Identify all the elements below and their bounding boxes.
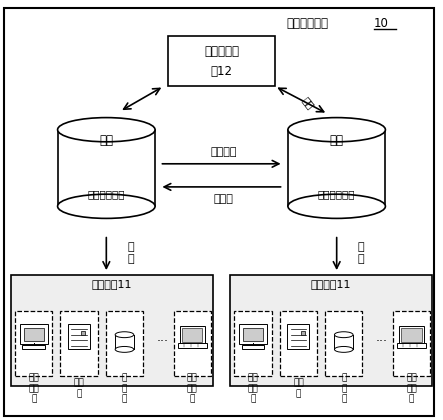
- FancyBboxPatch shape: [397, 343, 426, 347]
- Text: 快照存储空间: 快照存储空间: [318, 189, 355, 199]
- Text: ...: ...: [156, 331, 168, 344]
- FancyBboxPatch shape: [234, 311, 272, 376]
- Text: 10: 10: [373, 17, 389, 29]
- Text: 存储设备11: 存储设备11: [92, 279, 132, 289]
- Text: 个人
计算
机: 个人 计算 机: [406, 374, 417, 403]
- FancyBboxPatch shape: [68, 323, 90, 349]
- FancyBboxPatch shape: [82, 331, 85, 335]
- Ellipse shape: [334, 332, 353, 338]
- FancyBboxPatch shape: [4, 8, 434, 416]
- Text: 映
射: 映 射: [128, 242, 134, 264]
- FancyBboxPatch shape: [180, 326, 205, 344]
- FancyBboxPatch shape: [23, 345, 45, 349]
- FancyBboxPatch shape: [301, 331, 305, 335]
- FancyBboxPatch shape: [393, 311, 430, 376]
- Text: 个人
计算
机: 个人 计算 机: [187, 374, 198, 403]
- Text: 服务
器: 服务 器: [293, 379, 304, 398]
- FancyBboxPatch shape: [11, 275, 213, 386]
- FancyBboxPatch shape: [168, 36, 275, 86]
- Polygon shape: [288, 130, 385, 206]
- Text: 创建快照: 创建快照: [210, 147, 237, 157]
- FancyBboxPatch shape: [182, 328, 202, 342]
- Text: 快照管理设: 快照管理设: [204, 45, 239, 58]
- Text: 云磁盘: 云磁盘: [214, 194, 233, 204]
- Text: 存储设备11: 存储设备11: [311, 279, 351, 289]
- FancyBboxPatch shape: [280, 311, 317, 376]
- FancyBboxPatch shape: [106, 311, 143, 376]
- Text: 备12: 备12: [210, 65, 233, 78]
- FancyBboxPatch shape: [178, 343, 206, 347]
- Text: 删条: 删条: [300, 95, 316, 111]
- FancyBboxPatch shape: [401, 328, 422, 342]
- Ellipse shape: [334, 346, 353, 352]
- FancyBboxPatch shape: [60, 311, 98, 376]
- Ellipse shape: [58, 118, 155, 142]
- Polygon shape: [58, 130, 155, 206]
- Text: 台式
计算
机: 台式 计算 机: [248, 374, 258, 403]
- Text: 映
射: 映 射: [358, 242, 364, 264]
- Text: 快照: 快照: [330, 134, 344, 147]
- Ellipse shape: [115, 346, 134, 352]
- Text: 数
据
库: 数 据 库: [122, 374, 127, 403]
- FancyBboxPatch shape: [288, 323, 309, 349]
- FancyBboxPatch shape: [399, 326, 424, 344]
- Text: 数
据
库: 数 据 库: [341, 374, 346, 403]
- Text: 服务
器: 服务 器: [74, 379, 85, 398]
- Text: 数据: 数据: [99, 134, 113, 147]
- FancyBboxPatch shape: [230, 275, 432, 386]
- FancyBboxPatch shape: [325, 311, 362, 376]
- Text: 快照管理系统: 快照管理系统: [287, 17, 329, 29]
- Ellipse shape: [288, 118, 385, 142]
- Ellipse shape: [115, 332, 134, 338]
- FancyBboxPatch shape: [19, 324, 48, 344]
- Polygon shape: [115, 335, 134, 349]
- FancyBboxPatch shape: [174, 311, 211, 376]
- Ellipse shape: [288, 194, 385, 218]
- FancyBboxPatch shape: [243, 328, 263, 341]
- Polygon shape: [334, 335, 353, 349]
- Text: 台式
计算
机: 台式 计算 机: [28, 374, 39, 403]
- FancyBboxPatch shape: [239, 324, 267, 344]
- FancyBboxPatch shape: [242, 345, 264, 349]
- FancyBboxPatch shape: [15, 311, 52, 376]
- Ellipse shape: [58, 194, 155, 218]
- FancyBboxPatch shape: [23, 328, 44, 341]
- Text: ...: ...: [376, 331, 388, 344]
- Text: 数据存储空间: 数据存储空间: [88, 189, 125, 199]
